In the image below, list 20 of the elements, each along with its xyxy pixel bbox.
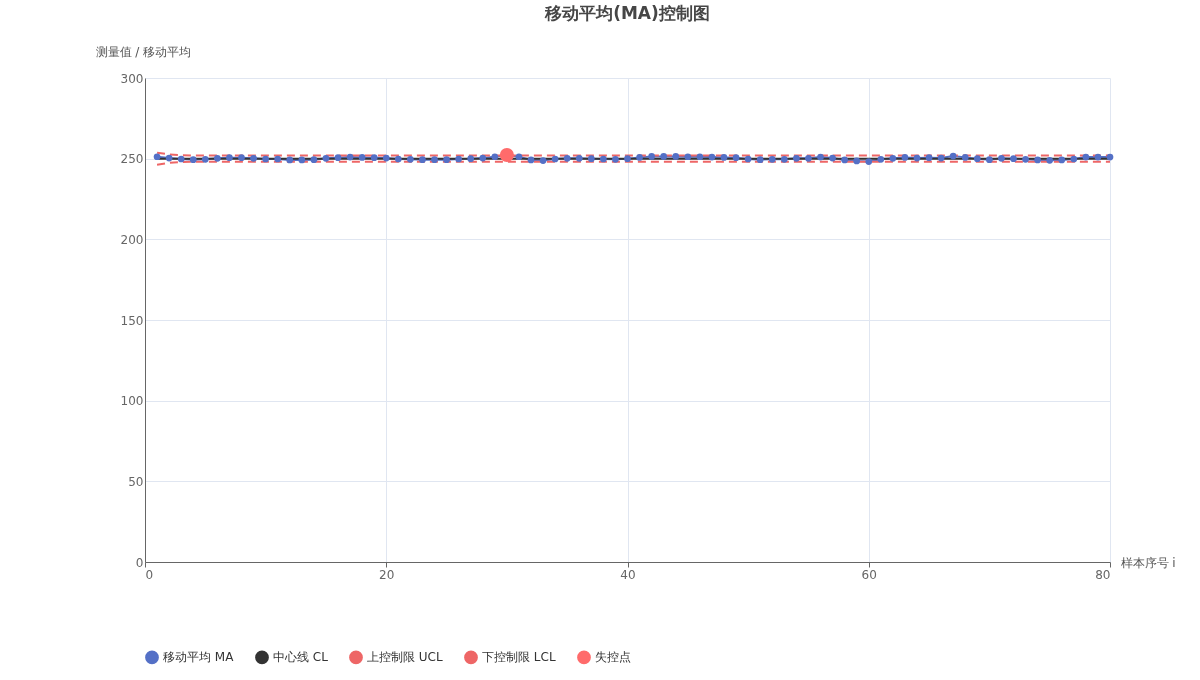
legend-label: 上控制限 UCL [367, 650, 443, 665]
y-tick-label: 300 [120, 71, 144, 86]
legend-label: 移动平均 MA [163, 650, 235, 665]
x-tick-label: 40 [620, 567, 636, 582]
y-tick-label: 50 [128, 474, 144, 489]
legend-label: 中心线 CL [273, 650, 329, 665]
chart-title: 移动平均(MA)控制图 [544, 3, 710, 23]
y-tick-label: 150 [120, 313, 144, 328]
x-tick-label: 0 [145, 567, 154, 582]
x-tick-label: 80 [1095, 567, 1111, 582]
y-tick-label: 0 [135, 555, 144, 570]
y-axis-title: 测量值 / 移动平均 [95, 44, 192, 59]
x-tick-label: 60 [861, 567, 877, 582]
legend-label: 下控制限 LCL [482, 650, 556, 665]
legend-label: 失控点 [595, 650, 631, 665]
x-tick-label: 20 [379, 567, 395, 582]
y-tick-label: 200 [120, 232, 144, 247]
y-tick-label: 100 [120, 394, 144, 409]
y-tick-label: 250 [120, 152, 144, 167]
x-axis-title: 样本序号 i [1120, 555, 1176, 570]
